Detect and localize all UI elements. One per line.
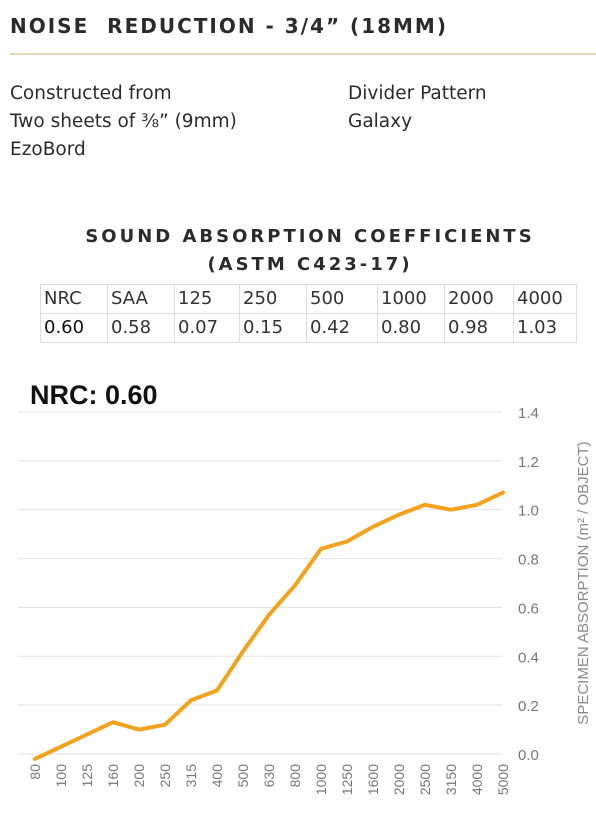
pattern-description: Divider Pattern Galaxy	[348, 80, 588, 136]
x-tick-label: 160	[105, 764, 121, 788]
x-tick-label: 2500	[417, 764, 433, 795]
table-value-cell: 0.98	[444, 313, 514, 343]
table-header-cell: 125	[174, 284, 240, 314]
x-tick-label: 630	[261, 764, 277, 788]
y-axis-label: SPECIMEN ABSORPTION (m² / OBJECT)	[575, 441, 592, 724]
description-line: EzoBord	[10, 139, 86, 160]
x-tick-label: 80	[27, 764, 43, 780]
x-tick-label: 800	[287, 764, 303, 788]
nrc-label: NRC: 0.60	[30, 380, 158, 410]
series-line	[33, 490, 505, 761]
description-line: Constructed from	[10, 83, 172, 104]
table-value-row: 0.60 0.58 0.07 0.15 0.42 0.80 0.98 1.03	[40, 313, 577, 343]
x-tick-label: 4000	[469, 764, 485, 795]
x-tick-label: 500	[235, 764, 251, 788]
table-header-cell: 250	[239, 284, 307, 314]
x-tick-label: 3150	[443, 764, 459, 795]
table-header-row: NRC SAA 125 250 500 1000 2000 4000	[40, 284, 577, 314]
table-value-cell: 0.58	[107, 313, 175, 343]
table-value-cell: 0.80	[377, 313, 445, 343]
y-tick-label: 0.4	[518, 649, 539, 666]
title-divider	[10, 53, 596, 55]
y-tick-label: 0.0	[518, 747, 539, 764]
coefficients-title: SOUND ABSORPTION COEFFICIENTS	[85, 226, 535, 247]
table-value-cell: 0.60	[40, 313, 108, 343]
x-tick-label: 100	[53, 764, 69, 788]
table-header-cell: 500	[306, 284, 378, 314]
x-tick-label: 200	[131, 764, 147, 788]
table-header-cell: NRC	[40, 284, 108, 314]
x-tick-label: 1600	[365, 764, 381, 795]
description-line: Divider Pattern	[348, 83, 487, 104]
construction-description: Constructed from Two sheets of ⅜” (9mm) …	[10, 80, 330, 164]
table-header-cell: SAA	[107, 284, 175, 314]
x-tick-label: 5000	[495, 764, 511, 795]
x-tick-label: 1000	[313, 764, 329, 795]
coefficients-table: NRC SAA 125 250 500 1000 2000 4000 0.60 …	[40, 284, 577, 343]
x-tick-label: 400	[209, 764, 225, 788]
description-line: Galaxy	[348, 111, 413, 132]
description-line: Two sheets of ⅜” (9mm)	[10, 111, 237, 132]
table-header-cell: 1000	[377, 284, 445, 314]
table-value-cell: 0.15	[239, 313, 307, 343]
x-tick-label: 250	[157, 764, 173, 788]
y-tick-label: 0.6	[518, 600, 539, 617]
y-tick-label: 0.8	[518, 552, 539, 569]
x-tick-label: 2000	[391, 764, 407, 795]
x-tick-label: 315	[183, 764, 199, 788]
page-title: NOISE REDUCTION - 3/4” (18MM)	[10, 14, 448, 38]
x-tick-label: 125	[79, 764, 95, 788]
table-value-cell: 0.42	[306, 313, 378, 343]
table-value-cell: 1.03	[513, 313, 577, 343]
x-tick-label: 1250	[339, 764, 355, 795]
table-header-cell: 4000	[513, 284, 577, 314]
y-tick-label: 1.4	[518, 405, 539, 422]
y-tick-label: 1.0	[518, 503, 539, 520]
coefficients-subtitle: (ASTM C423-17)	[207, 254, 413, 275]
y-tick-label: 0.2	[518, 698, 539, 715]
y-tick-label: 1.2	[518, 454, 539, 471]
table-value-cell: 0.07	[174, 313, 240, 343]
